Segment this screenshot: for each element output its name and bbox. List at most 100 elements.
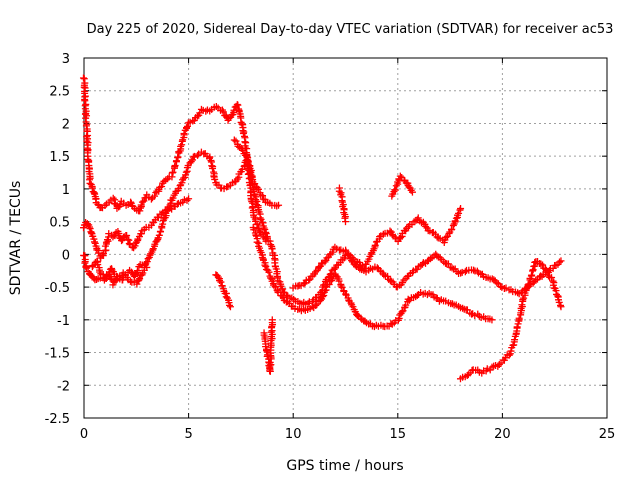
data-point [256,214,264,222]
data-point [101,274,109,282]
data-point [555,298,563,306]
data-point [209,165,217,173]
data-point [361,317,369,325]
data-point [399,307,407,315]
data-point [422,222,430,230]
data-point [238,120,246,128]
data-point [169,168,177,176]
data-point [268,316,276,324]
data-point [380,271,388,279]
data-point [523,285,531,293]
x-tick-label: 20 [494,427,511,442]
data-point [275,201,283,209]
data-point [518,301,526,309]
data-point [217,278,225,286]
data-point [135,276,143,284]
data-point [376,233,384,241]
data-point [316,297,324,305]
y-tick-label: -1 [57,314,70,329]
data-point [384,272,392,280]
data-point [85,223,93,231]
data-point [214,273,222,281]
data-point [159,220,167,228]
data-point [539,261,547,269]
data-point [174,153,182,161]
data-point [88,184,96,192]
data-point [187,158,195,166]
data-point [259,192,267,200]
data-point [219,108,227,116]
data-point [125,239,133,247]
data-point [345,252,353,260]
data-point [525,280,533,288]
data-point [171,162,179,170]
data-point [133,267,141,275]
data-point [419,260,427,268]
x-tick-label: 25 [599,427,616,442]
data-point [177,142,185,150]
data-point [147,195,155,203]
data-point [524,281,532,289]
data-point [452,214,460,222]
data-point [252,231,260,239]
plot-frame [83,57,608,419]
data-point [442,233,450,241]
data-point [304,299,312,307]
data-point [448,264,456,272]
axis-ticks: 0 5 10 15 20 25 3 2.5 2 1.5 1 0.5 0 -0.5 -1 -1.5 -2 -2.5 [45,52,616,442]
data-point [448,300,456,308]
data-point [557,257,565,265]
data-point [267,274,275,282]
data-point [124,236,132,244]
data-point [138,198,146,206]
data-point [488,316,496,324]
data-point [519,296,527,304]
data-point [211,175,219,183]
data-point [544,272,552,280]
data-point [83,264,91,272]
y-tick-label: -2.5 [45,412,70,427]
data-point [353,311,361,319]
x-tick-label: 10 [285,427,302,442]
data-point [321,258,329,266]
data-point [414,214,422,222]
y-tick-label: 1 [62,183,70,198]
data-point [342,290,350,298]
data-point [178,141,186,149]
y-tick-label: 2.5 [49,85,70,100]
data-point [335,187,343,195]
x-tick-label: 0 [80,427,88,442]
data-point [266,358,274,366]
x-tick-label: 5 [184,427,192,442]
data-point [433,233,441,241]
x-axis-label: GPS time / hours [286,458,403,474]
data-point [470,266,478,274]
data-point [158,183,166,191]
data-point [178,179,186,187]
data-point [327,277,335,285]
data-point [396,172,404,180]
data-point [308,303,316,311]
data-point [94,261,102,269]
data-point [268,245,276,253]
data-point [151,192,159,200]
data-point [226,303,234,311]
series-trace [88,257,151,289]
data-point [305,276,313,284]
data-point [157,227,165,235]
chart-title: Day 225 of 2020, Sidereal Day-to-day VTE… [87,22,614,37]
data-point [373,264,381,272]
y-tick-label: 2 [62,117,70,132]
data-point [537,260,545,268]
data-point [555,258,563,266]
data-point [391,186,399,194]
data-point [513,323,521,331]
data-point [133,238,141,246]
data-point [190,152,198,160]
data-point [320,292,328,300]
data-markers [79,74,565,383]
data-point [371,241,379,249]
data-point [185,195,193,203]
data-point [325,280,333,288]
